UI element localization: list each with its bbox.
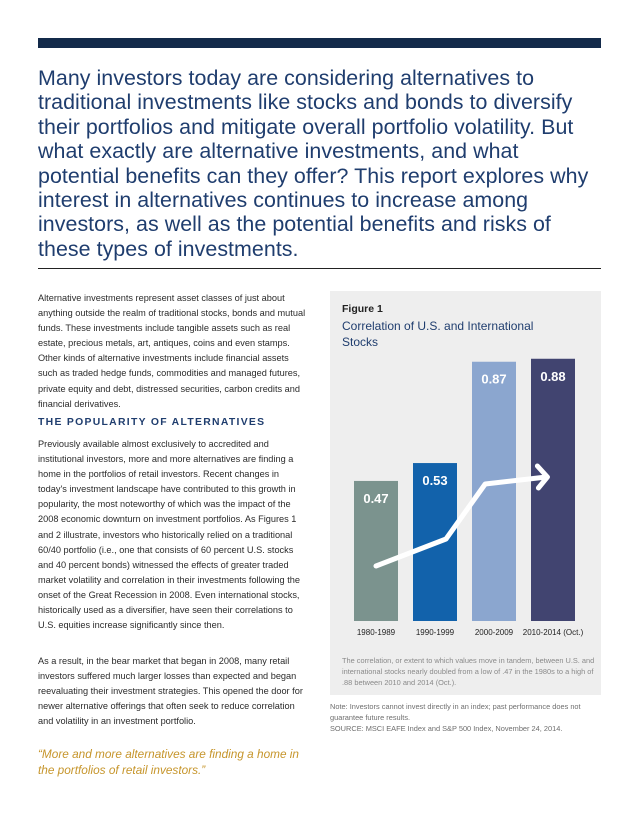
correlation-bar-chart: 0.47 1980-1989 0.53 1990-1999 0.87 2000-2009 0… <box>354 358 584 637</box>
bar-value-label: 0.47 <box>363 491 388 506</box>
top-accent-bar <box>38 38 601 48</box>
category-tick-label: 2000-2009 <box>475 628 514 637</box>
trend-arrow-head <box>534 463 550 491</box>
pull-quote: “More and more alternatives are finding … <box>38 747 299 777</box>
bear-market-paragraph: As a result, in the bear market that beg… <box>38 656 303 727</box>
figure-title: Correlation of U.S. and International St… <box>342 319 534 349</box>
figure-1-panel: Figure 1 Correlation of U.S. and Interna… <box>330 291 601 695</box>
figure-source: SOURCE: MSCI EAFE Index and S&P 500 Inde… <box>330 724 563 734</box>
bar-value-label: 0.87 <box>481 372 506 387</box>
section-heading: THE POPULARITY OF ALTERNATIVES <box>38 417 266 428</box>
bar-1980-1989 <box>354 480 398 621</box>
figure-note: Note: Investors cannot invest directly i… <box>330 702 581 723</box>
bar-value-label: 0.53 <box>422 473 447 488</box>
category-tick-label: 2010-2014 (Oct.) <box>523 628 584 637</box>
category-tick-label: 1980-1989 <box>357 628 396 637</box>
page-headline: Many investors today are considering alt… <box>38 66 589 261</box>
figure-caption: The correlation, or extent to which valu… <box>342 656 595 688</box>
bar-value-label: 0.88 <box>540 369 565 384</box>
popularity-paragraph: Previously available almost exclusively … <box>38 439 300 631</box>
figure-note-block: Note: Investors cannot invest directly i… <box>330 701 605 735</box>
category-tick-label: 1990-1999 <box>416 628 455 637</box>
headline-divider <box>38 268 601 269</box>
trend-arrow-line <box>373 474 549 569</box>
intro-paragraph: Alternative investments represent asset … <box>38 293 306 409</box>
figure-label: Figure 1 <box>342 303 383 315</box>
